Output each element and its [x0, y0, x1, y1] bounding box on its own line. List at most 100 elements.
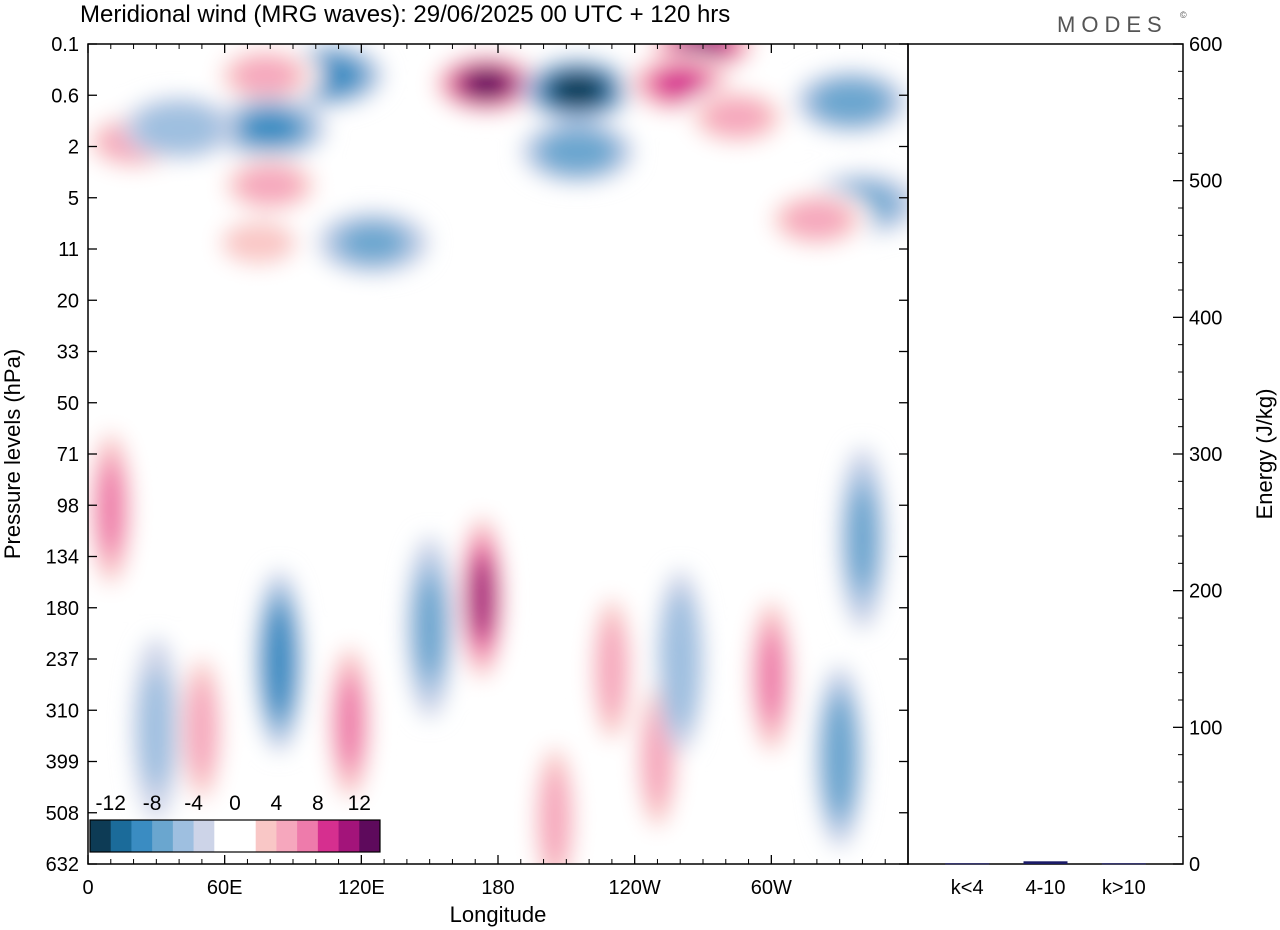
- heatmap-contour: [242, 111, 299, 145]
- energy-bar: [945, 863, 990, 865]
- heatmap-contour: [139, 669, 174, 789]
- colorbar-label: 12: [348, 792, 371, 815]
- energy-tick-label: 100: [1189, 717, 1222, 739]
- energy-frame: [907, 43, 1184, 865]
- y-tick-label: 237: [46, 649, 79, 671]
- heatmap-feature: [213, 96, 327, 160]
- energy-tick-label: 500: [1189, 171, 1222, 193]
- heatmap-contour: [145, 268, 259, 332]
- x-tick-label: 180: [481, 877, 514, 899]
- heatmap-contour: [234, 57, 297, 94]
- colorbar-segment: [214, 820, 236, 852]
- energy-bar: [1101, 863, 1146, 865]
- heatmap-contour: [470, 558, 495, 637]
- heatmap-contour: [266, 620, 292, 703]
- y-tick-label: 310: [46, 700, 79, 722]
- energy-category-label: 4-10: [1025, 877, 1065, 899]
- heatmap-feature: [680, 85, 794, 149]
- heatmap-feature: [255, 569, 304, 753]
- y-tick-label: 399: [46, 752, 79, 774]
- energy-tick-label: 400: [1189, 307, 1222, 329]
- heatmap-feature: [815, 665, 864, 849]
- y-tick-label: 2: [68, 137, 79, 159]
- y-tick-label: 508: [46, 803, 79, 825]
- y-tick-label: 0.1: [51, 34, 79, 56]
- heatmap-contour: [826, 712, 853, 802]
- colorbar-frame: [89, 819, 381, 853]
- colorbar-segment: [110, 820, 132, 852]
- colorbar-segment: [317, 820, 340, 852]
- colorbar-segment: [255, 820, 277, 852]
- heatmap-contour: [221, 221, 297, 265]
- heatmap-contour: [549, 135, 606, 169]
- heatmap-contour: [97, 464, 125, 553]
- y-tick-label: 20: [57, 290, 79, 312]
- heatmap-feature: [122, 96, 236, 160]
- heatmap-contour: [653, 68, 707, 100]
- heatmap-feature: [458, 506, 507, 690]
- energy-bar: [1023, 861, 1068, 864]
- y-tick-label: 11: [58, 239, 79, 261]
- y-tick-label: 632: [46, 854, 79, 876]
- y-tick-label: 5: [68, 188, 79, 210]
- brand-logo: MODES: [1057, 12, 1168, 37]
- heatmap-feature: [521, 58, 635, 122]
- colorbar-segment: [276, 820, 298, 852]
- colorbar-segment: [235, 820, 257, 852]
- heatmap-feature: [325, 631, 374, 815]
- y-tick-label: 180: [46, 598, 79, 620]
- y-tick-label: 0.6: [51, 85, 79, 107]
- colorbar-segment: [338, 820, 360, 852]
- energy-axis: 0 100 200 300 400 500 600: [1173, 34, 1222, 876]
- colorbar-label: 4: [271, 792, 283, 815]
- energy-axis-title: Energy (J/kg): [1252, 389, 1277, 520]
- heatmap-feature: [177, 637, 226, 821]
- heatmap-feature: [132, 637, 181, 821]
- heatmap-feature: [430, 52, 544, 116]
- x-axis-title: Longitude: [450, 902, 547, 927]
- heatmap-feature: [88, 417, 135, 601]
- heatmap-feature: [656, 569, 705, 753]
- colorbar-segment: [90, 820, 112, 852]
- colorbar-label: -4: [184, 792, 203, 815]
- energy-category-label: k<4: [951, 877, 984, 899]
- heatmap-contour: [147, 109, 211, 147]
- energy-categories: k<4 4-10 k>10: [951, 877, 1146, 899]
- heatmap-feature: [838, 446, 887, 630]
- colorbar-label: 8: [312, 792, 324, 815]
- energy-tick-label: 600: [1189, 34, 1222, 56]
- heatmap-contour: [247, 291, 361, 355]
- heatmap-feature: [587, 577, 636, 761]
- heatmap-field: [88, 44, 908, 864]
- heatmap-contour: [540, 768, 570, 864]
- heatmap-feature: [316, 211, 430, 275]
- heatmap-contour: [848, 488, 877, 588]
- energy-tick-label: 0: [1189, 854, 1200, 876]
- heatmap-contour: [705, 98, 769, 136]
- heatmap-contour: [823, 85, 880, 119]
- heatmap-contour: [758, 632, 785, 721]
- chart-title: Meridional wind (MRG waves): 29/06/2025 …: [80, 1, 730, 28]
- colorbar-segment: [297, 820, 319, 852]
- y-tick-label: 33: [57, 342, 79, 364]
- heatmap-feature: [530, 726, 579, 864]
- y-tick-label: 98: [57, 495, 79, 517]
- colorbar-segment: [359, 820, 381, 852]
- heatmap-feature: [747, 585, 796, 769]
- x-tick-label: 120E: [338, 877, 385, 899]
- heatmap-contour: [597, 619, 627, 719]
- heatmap-contour: [462, 69, 511, 99]
- heatmap-contour: [187, 679, 217, 779]
- heatmap-contour: [643, 707, 672, 807]
- colorbar: -12 -8 -4 0 4 8 12: [89, 792, 381, 853]
- y-axis-title: Pressure levels (hPa): [0, 349, 25, 559]
- heatmap-feature: [760, 188, 874, 252]
- heatmap-feature: [521, 120, 635, 184]
- x-tick-label: 60W: [751, 877, 792, 899]
- heatmap-contour: [415, 577, 445, 677]
- y-tick-label: 50: [57, 393, 79, 415]
- colorbar-segment: [152, 820, 174, 852]
- heatmap-contour: [553, 75, 602, 105]
- heatmap-contour: [341, 224, 405, 262]
